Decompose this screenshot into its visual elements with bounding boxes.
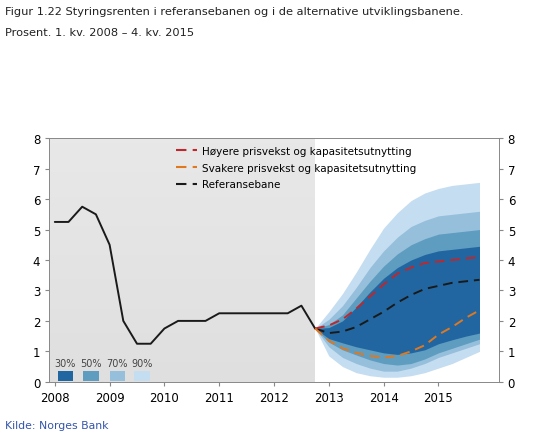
Text: Kilde: Norges Bank: Kilde: Norges Bank [5, 420, 109, 430]
Bar [58, 371, 73, 381]
Text: Prosent. 1. kv. 2008 – 4. kv. 2015: Prosent. 1. kv. 2008 – 4. kv. 2015 [5, 28, 195, 38]
Text: 90%: 90% [131, 358, 153, 368]
Text: 50%: 50% [80, 358, 102, 368]
Bar [110, 371, 125, 381]
Text: Figur 1.22 Styringsrenten i referansebanen og i de alternative utviklingsbanene.: Figur 1.22 Styringsrenten i referanseban… [5, 7, 464, 16]
Bar [83, 371, 99, 381]
Legend: Høyere prisvekst og kapasitetsutnytting, Svakere prisvekst og kapasitetsutnyttin: Høyere prisvekst og kapasitetsutnytting,… [176, 147, 416, 190]
Bar [134, 371, 150, 381]
Text: 30%: 30% [54, 358, 76, 368]
Text: 70%: 70% [106, 358, 128, 368]
